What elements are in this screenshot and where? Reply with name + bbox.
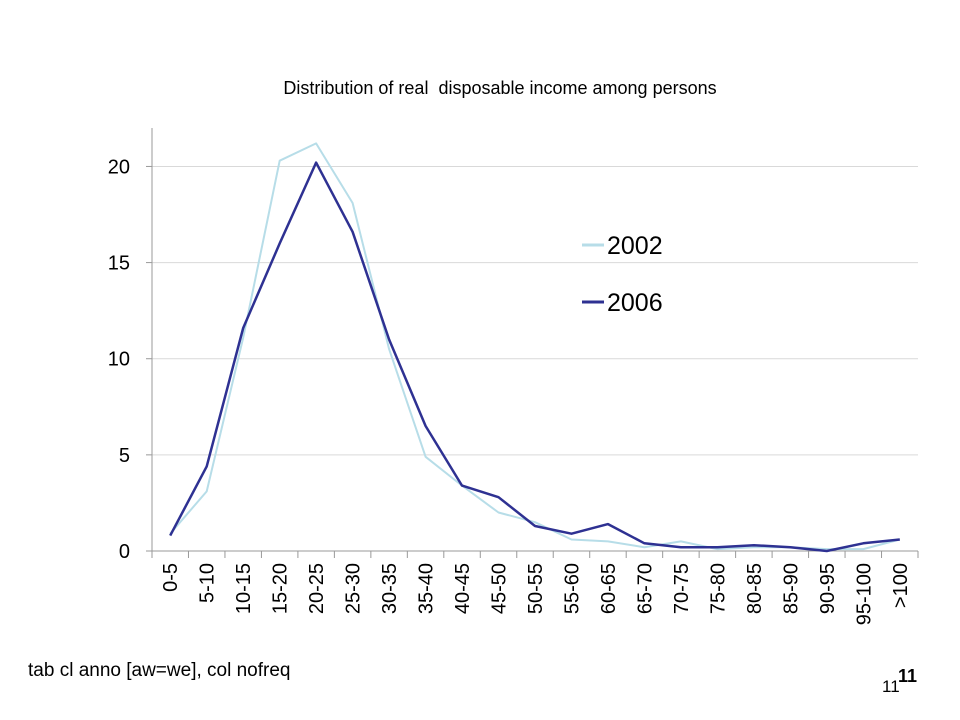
legend: 2002 2006 bbox=[582, 232, 663, 317]
series-line-2006 bbox=[169, 161, 900, 553]
x-tick-label: 60-65 bbox=[598, 563, 620, 614]
x-tick-label: 35-40 bbox=[416, 563, 438, 614]
y-tick-label: 15 bbox=[108, 253, 130, 275]
x-tick-label: 65-70 bbox=[634, 563, 656, 614]
x-tick-label: 55-60 bbox=[561, 563, 583, 614]
series-lines bbox=[169, 142, 901, 553]
y-tick-labels: 0 5 10 15 20 bbox=[108, 156, 130, 563]
x-tick-label: 90-95 bbox=[817, 563, 839, 614]
x-tick-label: 30-35 bbox=[379, 563, 401, 614]
x-tick-label: 70-75 bbox=[671, 563, 693, 614]
x-tick-labels: 0-5 5-10 10-15 15-20 20-25 25-30 30-35 35-40 40-… bbox=[160, 563, 912, 625]
y-tick-label: 10 bbox=[108, 349, 130, 371]
y-tick-label: 20 bbox=[108, 156, 130, 178]
x-tick-label: 10-15 bbox=[233, 563, 255, 614]
y-tick-label: 5 bbox=[119, 445, 130, 467]
y-tick-label: 0 bbox=[119, 541, 130, 563]
x-tick-label: >100 bbox=[890, 563, 912, 608]
series-line-2002 bbox=[169, 142, 901, 551]
x-tick-label: 85-90 bbox=[780, 563, 802, 614]
x-tick-label: 50-55 bbox=[525, 563, 547, 614]
x-tick-label: 15-20 bbox=[270, 563, 292, 614]
page-number-bold: 11 bbox=[898, 666, 918, 686]
x-tick-label: 20-25 bbox=[306, 563, 328, 614]
page-number: 11 bbox=[882, 677, 900, 696]
footnote: tab cl anno [aw=we], col nofreq bbox=[28, 660, 291, 681]
x-tick-label: 25-30 bbox=[343, 563, 365, 614]
legend-label-2002: 2002 bbox=[607, 232, 663, 260]
x-tick-label: 5-10 bbox=[197, 563, 219, 603]
x-tick-label: 0-5 bbox=[160, 563, 182, 592]
x-tick-label: 95-100 bbox=[853, 563, 875, 625]
legend-label-2006: 2006 bbox=[607, 289, 663, 317]
x-tick-label: 40-45 bbox=[452, 563, 474, 614]
x-tick-label: 80-85 bbox=[744, 563, 766, 614]
x-tick-label: 45-50 bbox=[489, 563, 511, 614]
axes bbox=[146, 128, 919, 558]
chart-title: Distribution of real disposable income a… bbox=[283, 78, 717, 98]
gridlines bbox=[152, 165, 918, 456]
x-tick-label: 75-80 bbox=[707, 563, 729, 614]
